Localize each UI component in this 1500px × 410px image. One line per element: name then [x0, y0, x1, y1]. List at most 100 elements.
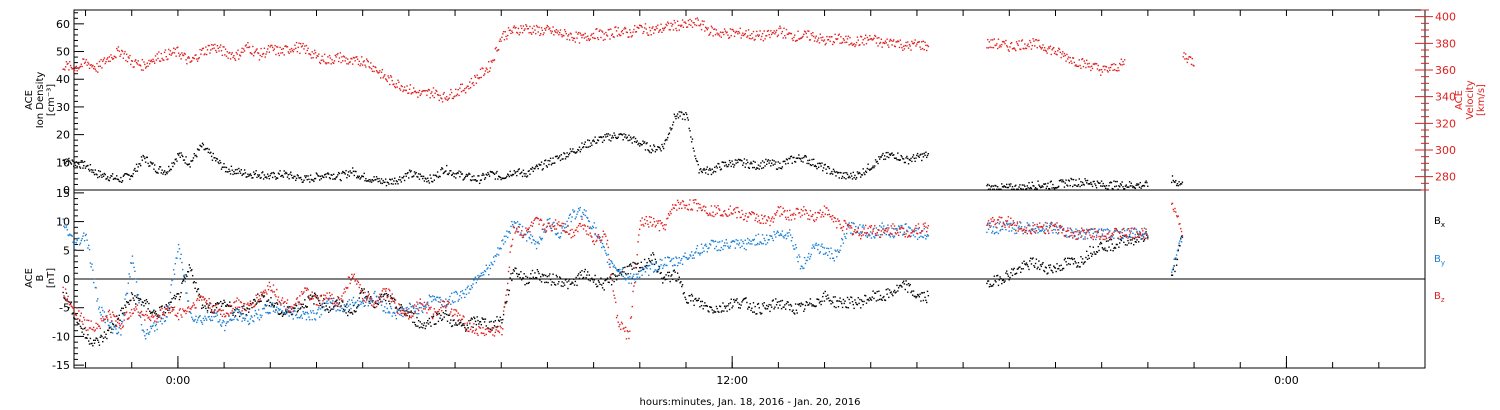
velocity-point [123, 53, 125, 55]
by-point [154, 330, 156, 332]
velocity-point [636, 26, 638, 28]
bx-point [326, 308, 328, 310]
by-point [394, 312, 396, 314]
by-point [741, 245, 743, 247]
density-point [664, 139, 666, 142]
density-point [438, 175, 440, 178]
bx-point [661, 277, 663, 280]
velocity-point [752, 30, 755, 33]
velocity-point [70, 66, 73, 69]
by-point [307, 313, 309, 315]
velocity-point [747, 35, 749, 37]
bx-point [218, 302, 220, 304]
bx-point [882, 296, 884, 299]
bx-point [671, 278, 674, 280]
by-point [494, 255, 497, 257]
density-point [287, 174, 290, 176]
bx-point [314, 293, 317, 296]
by-point [637, 273, 639, 275]
density-point [306, 178, 308, 181]
velocity-point [495, 46, 497, 49]
density-point [827, 166, 830, 168]
density-point [243, 169, 246, 171]
bx-point [521, 279, 523, 281]
density-point [657, 146, 659, 148]
velocity-point [634, 24, 636, 27]
bx-point [1042, 261, 1044, 264]
bx-point [905, 280, 907, 282]
density-point [474, 179, 476, 181]
velocity-point [622, 32, 624, 35]
by-point [658, 267, 661, 269]
velocity-point [596, 27, 598, 30]
density-point [455, 173, 458, 175]
velocity-point [101, 67, 103, 69]
velocity-point [1071, 62, 1073, 64]
density-point [207, 151, 210, 154]
bx-point [746, 301, 748, 304]
velocity-point [1072, 57, 1075, 59]
density-point [76, 165, 78, 168]
top-left-tick-label: 50 [56, 46, 70, 59]
velocity-point [103, 57, 106, 59]
bx-point [418, 327, 421, 329]
density-point [797, 157, 799, 159]
density-point [1028, 181, 1030, 184]
velocity-point [624, 27, 627, 30]
by-point [794, 248, 796, 250]
density-point [408, 177, 410, 179]
bx-point [442, 311, 445, 314]
bx-point [677, 278, 680, 281]
by-point [152, 324, 154, 327]
density-point [808, 162, 810, 165]
bx-point [604, 279, 606, 282]
velocity-point [365, 66, 367, 68]
bx-point [232, 314, 234, 316]
bx-point [731, 307, 733, 309]
by-point [767, 239, 770, 241]
x-tick-label: 0:00 [1274, 374, 1299, 387]
bx-point [571, 281, 573, 283]
bx-point [757, 302, 760, 305]
bx-point [255, 303, 257, 305]
velocity-point [71, 68, 73, 70]
density-point [1094, 183, 1096, 185]
density-point [728, 159, 731, 162]
bx-point [925, 299, 927, 302]
density-point [869, 168, 872, 170]
velocity-point [474, 76, 477, 79]
bx-point [723, 305, 726, 307]
velocity-point [184, 53, 186, 55]
density-point [191, 160, 193, 162]
bx-point [252, 301, 254, 304]
density-point [888, 156, 890, 159]
velocity-point [667, 21, 669, 23]
density-point [627, 139, 629, 142]
density-point [1075, 179, 1077, 181]
bx-point [574, 280, 577, 283]
by-point [436, 296, 439, 298]
bx-point [1109, 238, 1111, 241]
density-point [138, 163, 140, 165]
by-point [492, 264, 494, 266]
by-point [529, 237, 531, 240]
velocity-point [435, 89, 437, 92]
bx-point [576, 284, 578, 287]
by-point [902, 233, 905, 235]
velocity-point [287, 51, 290, 53]
by-point [564, 223, 567, 225]
bx-point [648, 260, 651, 262]
by-point [336, 302, 338, 305]
bx-point [1078, 266, 1080, 268]
by-point [493, 260, 496, 263]
density-point [907, 163, 910, 165]
bx-point [321, 306, 323, 309]
velocity-point [1058, 48, 1061, 50]
density-point [1116, 180, 1118, 183]
velocity-point [666, 24, 668, 27]
velocity-point [397, 79, 399, 81]
velocity-point [700, 23, 702, 25]
velocity-point [807, 30, 809, 32]
density-point [1124, 185, 1127, 187]
velocity-point [1005, 39, 1007, 42]
